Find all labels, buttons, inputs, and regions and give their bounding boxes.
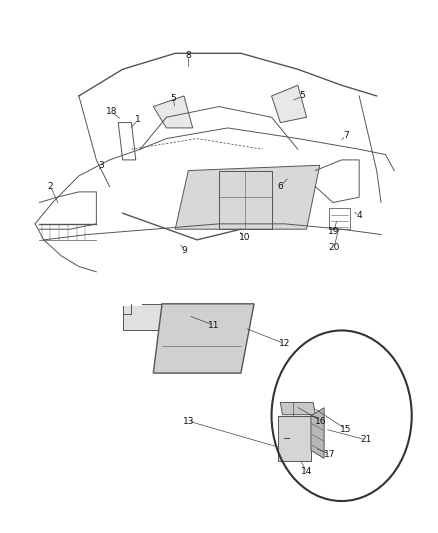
Text: 21: 21 bbox=[360, 435, 371, 444]
Text: 5: 5 bbox=[170, 94, 176, 103]
Text: 2: 2 bbox=[48, 182, 53, 191]
Text: 9: 9 bbox=[181, 246, 187, 255]
Text: 10: 10 bbox=[239, 233, 250, 241]
Text: 14: 14 bbox=[301, 467, 312, 476]
Text: 12: 12 bbox=[279, 340, 290, 348]
Text: 20: 20 bbox=[328, 244, 339, 252]
Text: 17: 17 bbox=[324, 450, 336, 458]
Text: 11: 11 bbox=[208, 321, 219, 329]
Text: 8: 8 bbox=[185, 52, 191, 60]
Polygon shape bbox=[123, 304, 193, 330]
Text: 6: 6 bbox=[277, 182, 283, 191]
Text: 13: 13 bbox=[183, 417, 194, 425]
Polygon shape bbox=[153, 304, 254, 373]
Polygon shape bbox=[175, 165, 320, 229]
Polygon shape bbox=[311, 408, 324, 458]
Text: 16: 16 bbox=[315, 417, 327, 425]
Text: 5: 5 bbox=[299, 92, 305, 100]
Polygon shape bbox=[278, 416, 311, 461]
Polygon shape bbox=[280, 402, 315, 415]
Text: 7: 7 bbox=[343, 132, 349, 140]
Text: 19: 19 bbox=[328, 228, 339, 236]
Text: 15: 15 bbox=[340, 425, 352, 433]
Text: 18: 18 bbox=[106, 108, 117, 116]
Polygon shape bbox=[272, 85, 307, 123]
Text: 4: 4 bbox=[357, 212, 362, 220]
Text: 1: 1 bbox=[135, 116, 141, 124]
Text: 3: 3 bbox=[98, 161, 104, 169]
Polygon shape bbox=[153, 96, 193, 128]
